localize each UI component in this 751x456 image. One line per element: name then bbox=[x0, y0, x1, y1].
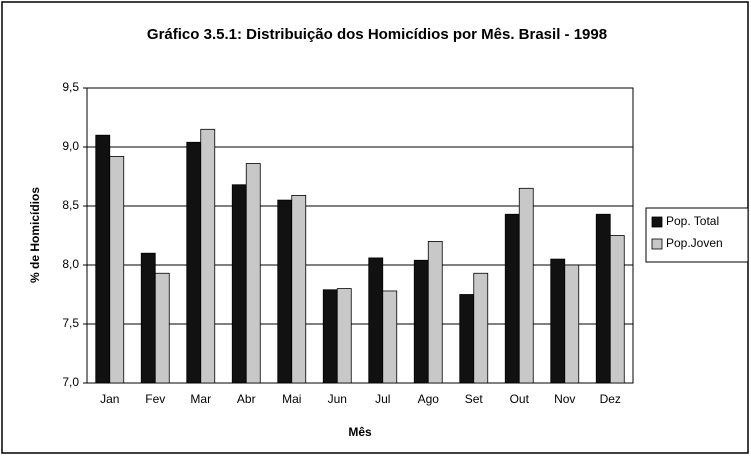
y-tick-label: 7,0 bbox=[62, 375, 79, 389]
x-tick-label: Abr bbox=[237, 392, 256, 406]
bar bbox=[140, 252, 156, 384]
bar bbox=[368, 257, 384, 384]
x-tick-label: Mar bbox=[190, 392, 211, 406]
y-tick-label: 8,0 bbox=[62, 257, 79, 271]
bar bbox=[427, 240, 443, 384]
bar bbox=[504, 213, 520, 384]
legend bbox=[645, 207, 749, 263]
y-tick-label: 9,5 bbox=[62, 80, 79, 94]
bar bbox=[336, 288, 352, 384]
bar bbox=[245, 163, 261, 384]
bar bbox=[459, 294, 475, 384]
x-tick-label: Set bbox=[465, 392, 484, 406]
bar bbox=[518, 187, 534, 384]
legend-label: Pop. Total bbox=[666, 214, 719, 228]
bar bbox=[186, 141, 202, 384]
legend-swatch bbox=[651, 216, 663, 228]
x-tick-label: Jan bbox=[100, 392, 119, 406]
x-tick-label: Jul bbox=[375, 392, 390, 406]
y-tick-label: 7,5 bbox=[62, 316, 79, 330]
bar bbox=[200, 128, 216, 384]
x-tick-label: Nov bbox=[554, 392, 575, 406]
x-tick-label: Out bbox=[510, 392, 530, 406]
bar bbox=[322, 289, 338, 384]
bar bbox=[109, 156, 125, 384]
bar bbox=[231, 184, 247, 384]
bar bbox=[154, 272, 170, 384]
bar bbox=[291, 194, 307, 384]
bar bbox=[277, 199, 293, 384]
x-tick-label: Mai bbox=[282, 392, 301, 406]
bar bbox=[609, 235, 625, 384]
y-tick-label: 9,0 bbox=[62, 139, 79, 153]
plot-area bbox=[86, 87, 634, 384]
chart-title: Gráfico 3.5.1: Distribuição dos Homicídi… bbox=[147, 26, 607, 43]
x-tick-label: Ago bbox=[418, 392, 440, 406]
x-axis-label: Mês bbox=[348, 425, 372, 439]
bar bbox=[550, 258, 566, 384]
bar bbox=[564, 264, 580, 384]
x-tick-label: Fev bbox=[145, 392, 165, 406]
bar bbox=[473, 272, 489, 384]
y-tick-label: 8,5 bbox=[62, 198, 79, 212]
bar bbox=[382, 290, 398, 384]
y-axis-label: % de Homicídios bbox=[28, 187, 42, 283]
x-tick-label: Jun bbox=[328, 392, 347, 406]
legend-swatch bbox=[651, 238, 663, 250]
bar bbox=[595, 213, 611, 384]
x-tick-label: Dez bbox=[600, 392, 621, 406]
legend-label: Pop.Joven bbox=[666, 236, 723, 250]
bar bbox=[413, 259, 429, 384]
bar bbox=[95, 134, 111, 384]
